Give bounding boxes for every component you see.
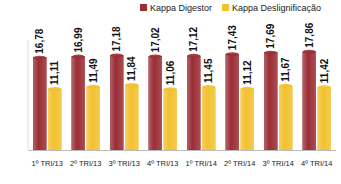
bar: [318, 87, 331, 150]
x-tick-label: 1º TRI/14: [186, 159, 217, 168]
bar: [187, 56, 200, 150]
bar: [110, 56, 123, 150]
data-label: 11,11: [49, 61, 60, 85]
bar-cap: [48, 87, 61, 91]
x-tick-label: 1º TRI/13: [32, 159, 63, 168]
bar-cap: [318, 85, 331, 89]
x-tick-label: 3º TRI/13: [109, 159, 140, 168]
data-label: 11,12: [242, 60, 253, 85]
bar: [48, 89, 61, 150]
legend-label: Kappa Deslignificação: [232, 3, 321, 13]
x-tick-label: 2º TRI/13: [70, 159, 101, 168]
legend: Kappa Digestor Kappa Deslignificação: [140, 3, 321, 13]
bar: [279, 86, 292, 150]
data-label: 17,12: [188, 26, 199, 51]
chart-container: 16,78 11,11 16,99 11,49 17,18 11,84 17,02 11,06…: [0, 0, 341, 184]
data-label: 17,02: [150, 27, 161, 52]
y-axis-line: [28, 40, 29, 150]
bar-cap: [303, 50, 316, 54]
chart: 16,78 11,11 16,99 11,49 17,18 11,84 17,02 11,06…: [0, 0, 341, 184]
bar: [33, 58, 46, 150]
x-tick-label: 4º TRI/13: [147, 159, 178, 168]
bar: [303, 52, 316, 150]
legend-swatch: [222, 4, 229, 11]
data-label: 11,49: [88, 58, 99, 83]
bar: [125, 85, 138, 150]
bar-cap: [149, 54, 162, 58]
legend-label: Kappa Digestor: [150, 3, 212, 13]
bar: [226, 54, 239, 150]
data-label: 17,18: [111, 26, 122, 51]
data-label: 17,69: [265, 23, 276, 48]
x-axis-line: [28, 150, 336, 151]
bar-cap: [72, 55, 85, 59]
data-label: 11,67: [280, 57, 291, 82]
bar: [149, 56, 162, 150]
data-label: 16,78: [34, 28, 45, 53]
data-label: 11,06: [165, 60, 176, 85]
data-labels: 16,78 11,11 16,99 11,49 17,18 11,84 17,02 11,06…: [34, 22, 330, 85]
bar-cap: [33, 56, 46, 60]
bar: [164, 89, 177, 150]
bar-cap: [125, 83, 138, 87]
bar-cap: [87, 85, 100, 89]
data-label: 11,84: [126, 56, 137, 81]
bars: [33, 50, 331, 150]
bar-cap: [187, 54, 200, 58]
bar-cap: [241, 87, 254, 91]
bar-cap: [164, 87, 177, 91]
x-tick-label: 3º TRI/14: [263, 159, 294, 168]
data-label: 11,45: [203, 58, 214, 83]
x-tick-label: 2º TRI/14: [224, 159, 255, 168]
bar-cap: [226, 52, 239, 56]
bar: [241, 89, 254, 150]
data-label: 16,99: [73, 27, 84, 52]
bar: [202, 87, 215, 150]
bar: [264, 53, 277, 150]
data-label: 17,86: [304, 22, 315, 47]
bar-cap: [110, 54, 123, 58]
bar-cap: [264, 51, 277, 55]
legend-swatch: [140, 4, 147, 11]
data-label: 11,42: [319, 58, 330, 83]
bar-cap: [202, 85, 215, 89]
bar: [72, 57, 85, 150]
x-tick-label: 4º TRI/14: [301, 159, 332, 168]
bar: [87, 87, 100, 150]
data-label: 17,43: [227, 25, 238, 50]
bar-cap: [279, 84, 292, 88]
